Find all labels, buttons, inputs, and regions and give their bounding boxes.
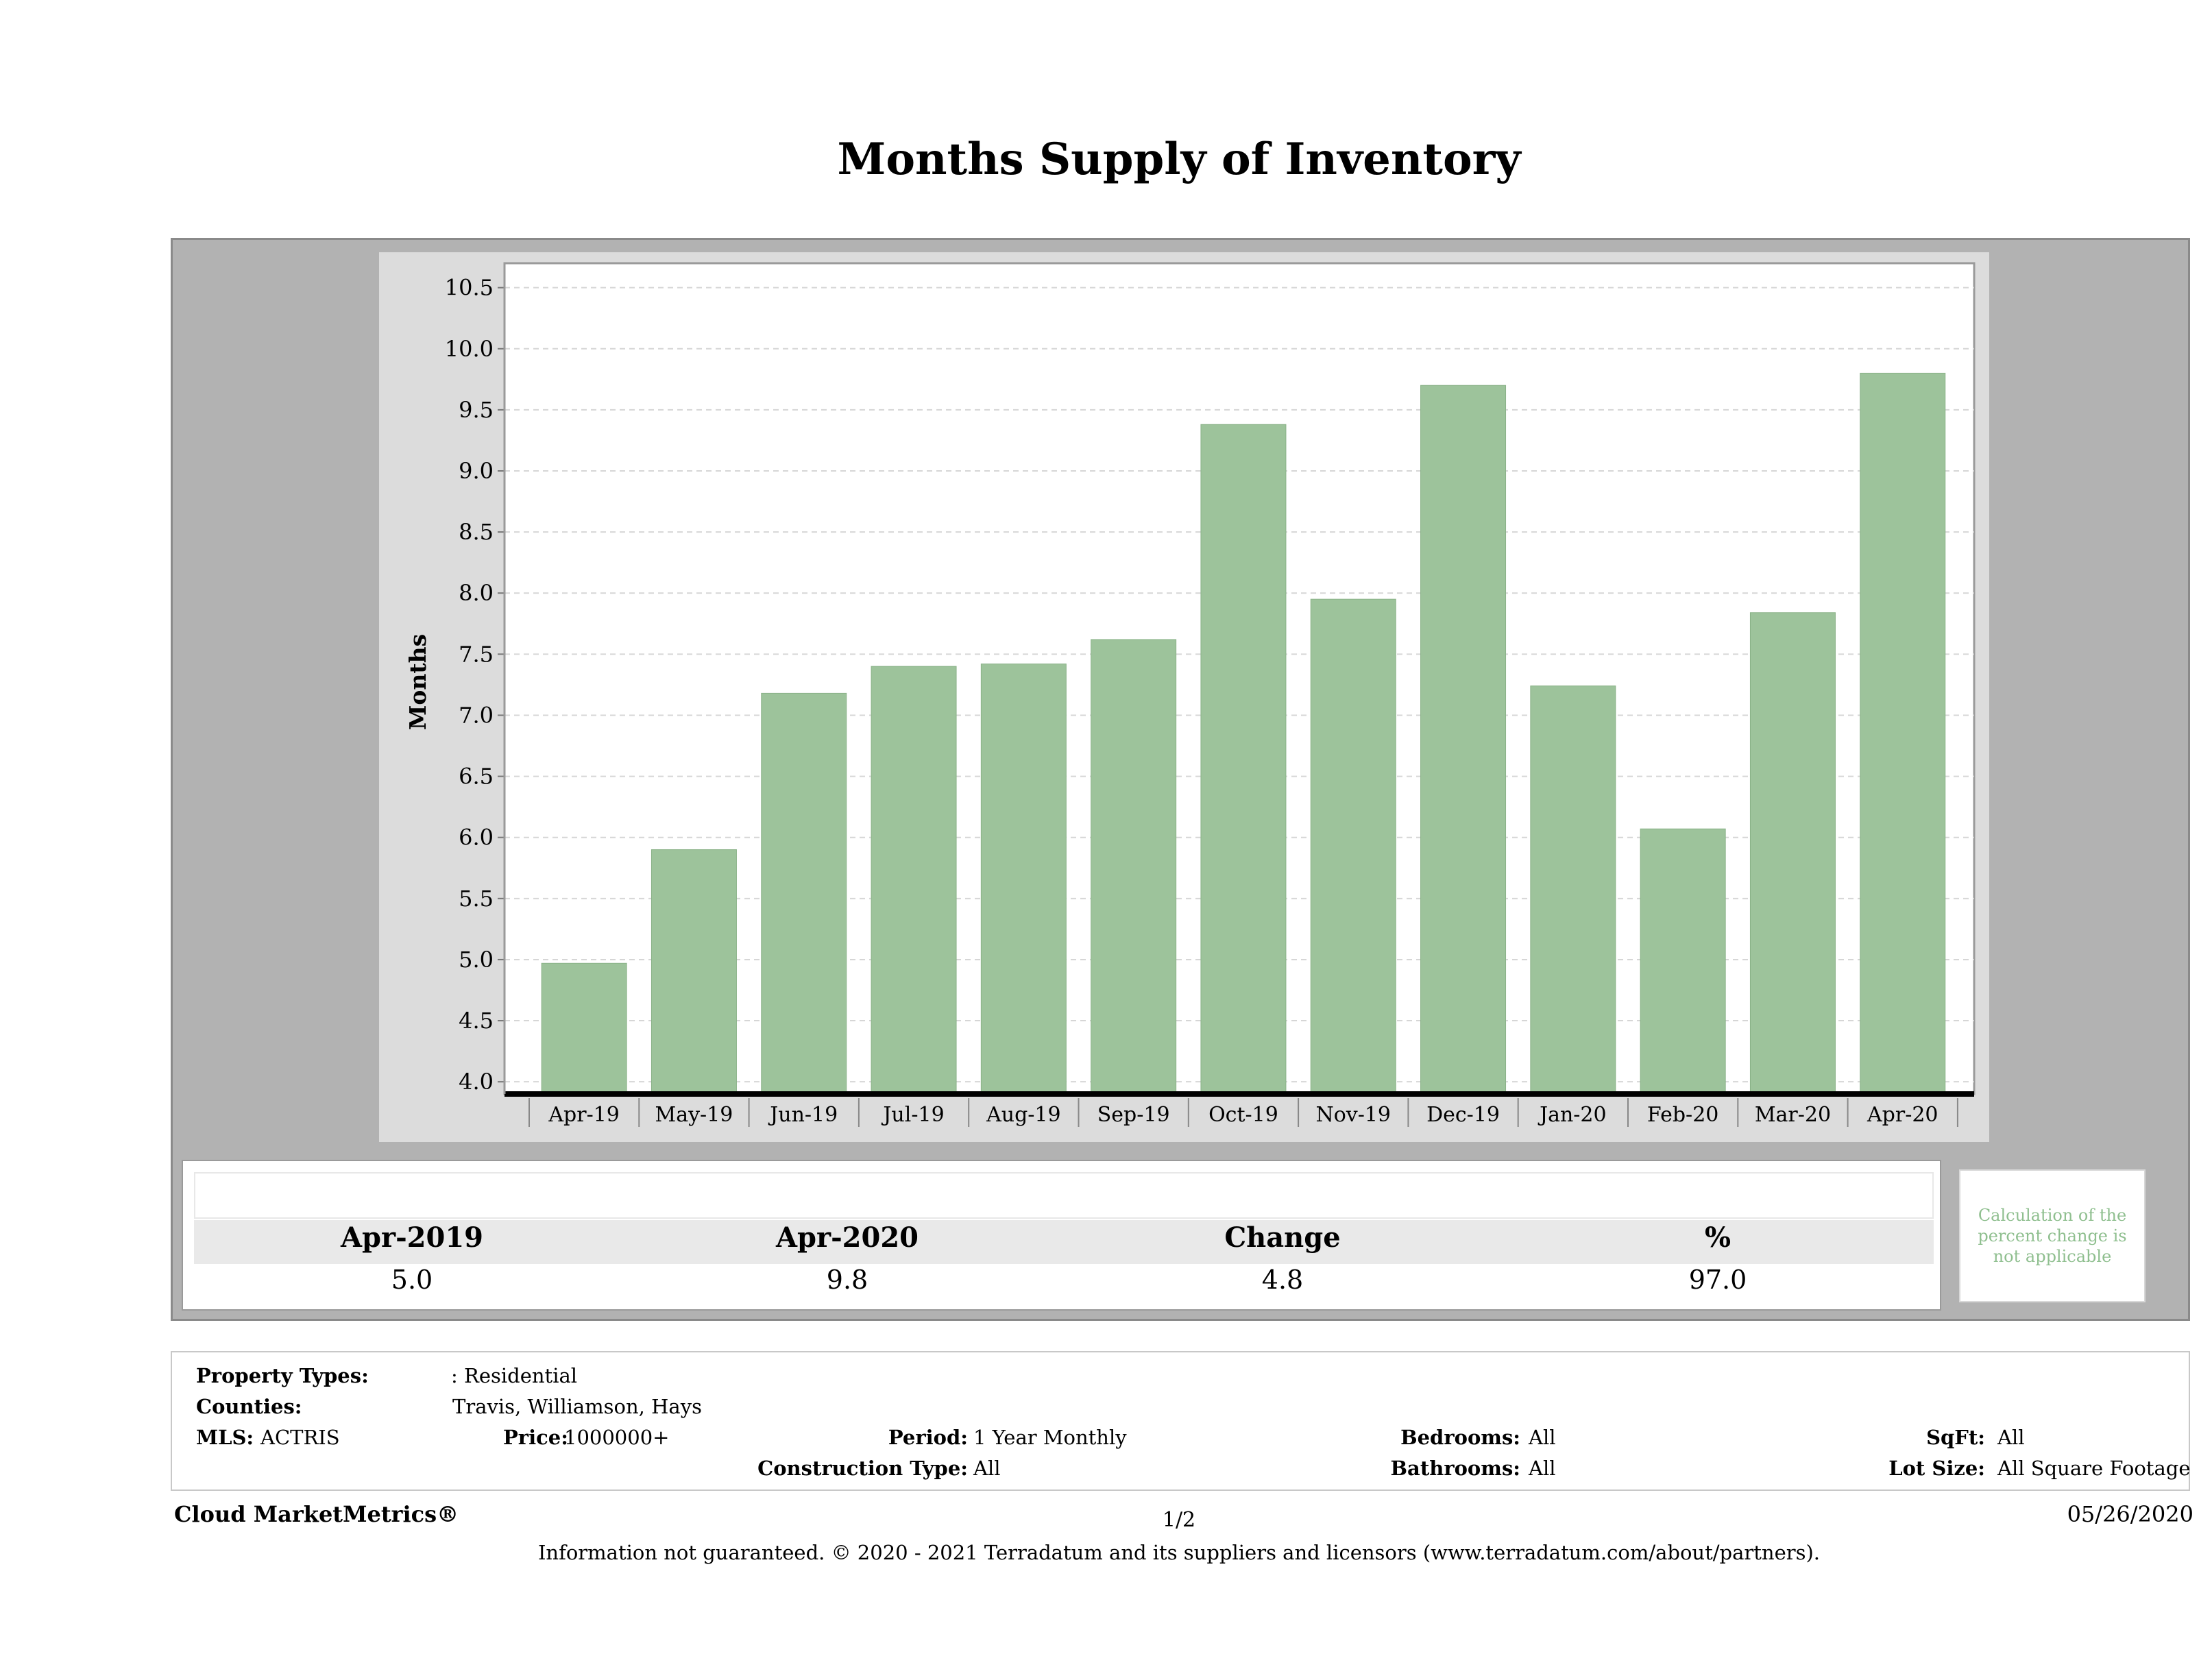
x-tick-label: Jul-19 — [881, 1103, 944, 1127]
summary-header-percent: % — [1704, 1221, 1731, 1254]
period-value: 1 Year Monthly — [973, 1426, 1127, 1449]
y-tick-label: 6.0 — [459, 825, 494, 851]
mls-label: MLS: — [196, 1426, 254, 1449]
sqft-value: All — [1997, 1426, 2025, 1449]
bathrooms-label: Bathrooms: — [1390, 1457, 1520, 1480]
bedrooms-value: All — [1529, 1426, 1556, 1449]
bar — [651, 849, 737, 1095]
y-tick-label: 4.5 — [459, 1008, 494, 1034]
summary-value-start: 5.0 — [391, 1265, 433, 1295]
x-tick-label: Sep-19 — [1097, 1103, 1170, 1127]
y-tick-label: 6.5 — [459, 764, 494, 790]
bar — [871, 666, 957, 1095]
page-number: 1/2 — [1162, 1508, 1196, 1532]
bar — [541, 962, 627, 1095]
x-tick-label: Jun-19 — [768, 1103, 838, 1127]
x-tick-label: Mar-20 — [1755, 1103, 1831, 1127]
y-tick-label: 5.5 — [459, 886, 494, 912]
page-title: Months Supply of Inventory — [837, 134, 1521, 185]
construction-type-value: All — [973, 1457, 1001, 1480]
construction-type-label: Construction Type: — [757, 1457, 968, 1480]
bar — [1530, 685, 1616, 1095]
y-tick-label: 7.0 — [459, 702, 494, 728]
report-date: 05/26/2020 — [2067, 1501, 2193, 1527]
bar — [1420, 385, 1507, 1095]
x-tick-label: Jan-20 — [1538, 1103, 1607, 1127]
counties-value: Travis, Williamson, Hays — [452, 1395, 702, 1418]
bedrooms-label: Bedrooms: — [1400, 1426, 1520, 1449]
bar — [1749, 612, 1836, 1095]
property-types-value: : Residential — [451, 1364, 578, 1387]
y-tick-label: 7.5 — [459, 641, 494, 667]
summary-header-start: Apr-2019 — [340, 1221, 483, 1254]
x-tick-label: Aug-19 — [986, 1103, 1061, 1127]
bar — [1640, 828, 1726, 1095]
bar — [980, 664, 1067, 1095]
percent-note-text: Calculation of the percent change is not… — [1978, 1206, 2127, 1266]
y-tick-label: 9.5 — [459, 397, 494, 423]
bar — [1860, 372, 1946, 1095]
summary-value-row — [194, 1264, 1934, 1302]
period-label: Period: — [888, 1426, 968, 1449]
mls-value: ACTRIS — [260, 1426, 340, 1449]
x-tick-label: Oct-19 — [1208, 1103, 1278, 1127]
summary-header-row — [194, 1220, 1934, 1264]
x-tick-label: Feb-20 — [1647, 1103, 1718, 1127]
bars — [541, 372, 1946, 1095]
summary-value-end: 9.8 — [826, 1265, 868, 1295]
x-axis-ticks: Apr-19 May-19 Jun-19 Jul-19 Aug-19 Sep-19 Oct-… — [528, 1098, 1958, 1127]
bar — [1091, 639, 1177, 1095]
bar — [761, 692, 847, 1095]
property-types-label: Property Types: — [196, 1364, 369, 1387]
counties-label: Counties: — [196, 1395, 302, 1418]
x-tick-label: May-19 — [655, 1103, 733, 1127]
y-tick-label: 8.5 — [459, 519, 494, 545]
sqft-label: SqFt: — [1926, 1426, 1985, 1449]
summary-value-change: 4.8 — [1261, 1265, 1304, 1295]
lot-size-value: All Square Footage — [1997, 1457, 2191, 1480]
summary-header-end: Apr-2020 — [775, 1221, 919, 1254]
price-label: Price: — [503, 1426, 568, 1449]
y-tick-label: 9.0 — [459, 458, 494, 484]
lot-size-label: Lot Size: — [1888, 1457, 1985, 1480]
x-tick-label: Apr-19 — [548, 1103, 620, 1127]
y-tick-label: 4.0 — [459, 1069, 494, 1095]
y-tick-label: 8.0 — [459, 580, 494, 606]
x-tick-label: Nov-19 — [1315, 1103, 1391, 1127]
filters-panel — [171, 1351, 2190, 1491]
x-tick-label: Apr-20 — [1867, 1103, 1938, 1127]
price-value: 1000000+ — [564, 1426, 670, 1449]
bathrooms-value: All — [1529, 1457, 1556, 1480]
summary-header-change: Change — [1224, 1221, 1341, 1254]
summary-top-strip — [194, 1172, 1934, 1219]
y-tick-label: 10.5 — [445, 275, 494, 301]
disclaimer: Information not guaranteed. © 2020 - 202… — [537, 1541, 1821, 1564]
bar-chart: 4.0 4.5 5.0 5.5 6.0 6.5 7.0 7.5 8.0 8.5 9.0 9.5 10.0… — [404, 262, 1976, 1127]
bar — [1310, 598, 1396, 1095]
percent-note-box — [1959, 1169, 2146, 1302]
y-tick-label: 5.0 — [459, 947, 494, 973]
x-tick-label: Dec-19 — [1426, 1103, 1500, 1127]
y-axis-ticks: 4.0 4.5 5.0 5.5 6.0 6.5 7.0 7.5 8.0 8.5 9.0 9.5 10.0… — [445, 275, 505, 1095]
bar — [1200, 424, 1287, 1095]
y-axis-label: Months — [404, 634, 431, 730]
y-tick-label: 10.0 — [445, 336, 494, 362]
brand-name: Cloud MarketMetrics® — [174, 1501, 459, 1527]
summary-value-percent: 97.0 — [1688, 1265, 1747, 1295]
